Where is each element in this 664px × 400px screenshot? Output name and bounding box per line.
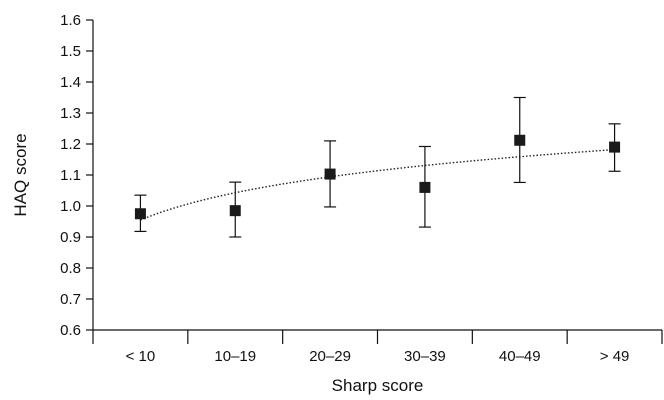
y-tick-label: 0.8 bbox=[60, 260, 81, 277]
x-tick-label: < 10 bbox=[126, 348, 156, 365]
y-tick-label: 1.1 bbox=[60, 167, 81, 184]
square-marker bbox=[514, 134, 526, 146]
data-point-3 bbox=[324, 140, 337, 208]
y-axis-title: HAQ score bbox=[11, 133, 30, 216]
y-tick-label: 0.9 bbox=[60, 229, 81, 246]
y-tick-label: 1.6 bbox=[60, 12, 81, 29]
data-point-2 bbox=[229, 181, 242, 238]
square-marker bbox=[229, 205, 241, 217]
x-axis-title: Sharp score bbox=[332, 376, 424, 395]
y-tick-label: 1.3 bbox=[60, 105, 81, 122]
x-axis: < 10 10–19 20–29 30–39 40–49 > 49 Sharp score bbox=[92, 329, 663, 395]
square-marker bbox=[134, 208, 146, 220]
data-point-5 bbox=[513, 96, 526, 184]
y-tick-label: 0.6 bbox=[60, 322, 81, 339]
square-marker bbox=[324, 168, 336, 180]
y-axis: 0.6 0.7 0.8 0.9 1.0 1.1 1.2 1.3 1.4 1.5 1.6 HAQ sc… bbox=[11, 12, 94, 339]
square-marker bbox=[609, 141, 621, 153]
data-marks bbox=[134, 96, 621, 238]
x-ticks: < 10 10–19 20–29 30–39 40–49 > 49 bbox=[92, 330, 663, 365]
y-tick-label: 1.4 bbox=[60, 74, 81, 91]
x-tick-label: 10–19 bbox=[214, 348, 256, 365]
data-point-4 bbox=[418, 145, 431, 228]
x-tick-label: 30–39 bbox=[404, 348, 446, 365]
y-tick-label: 1.2 bbox=[60, 136, 81, 153]
trendline bbox=[140, 148, 615, 221]
y-tick-label: 1.5 bbox=[60, 43, 81, 60]
y-ticks: 0.6 0.7 0.8 0.9 1.0 1.1 1.2 1.3 1.4 1.5 1.6 bbox=[60, 12, 93, 339]
x-tick-label: > 49 bbox=[600, 348, 630, 365]
y-tick-label: 0.7 bbox=[60, 291, 81, 308]
x-tick-label: 20–29 bbox=[309, 348, 351, 365]
data-point-1 bbox=[134, 194, 147, 233]
data-point-6 bbox=[608, 123, 621, 172]
y-tick-label: 1.0 bbox=[60, 198, 81, 215]
x-tick-label: 40–49 bbox=[499, 348, 541, 365]
square-marker bbox=[419, 181, 431, 193]
